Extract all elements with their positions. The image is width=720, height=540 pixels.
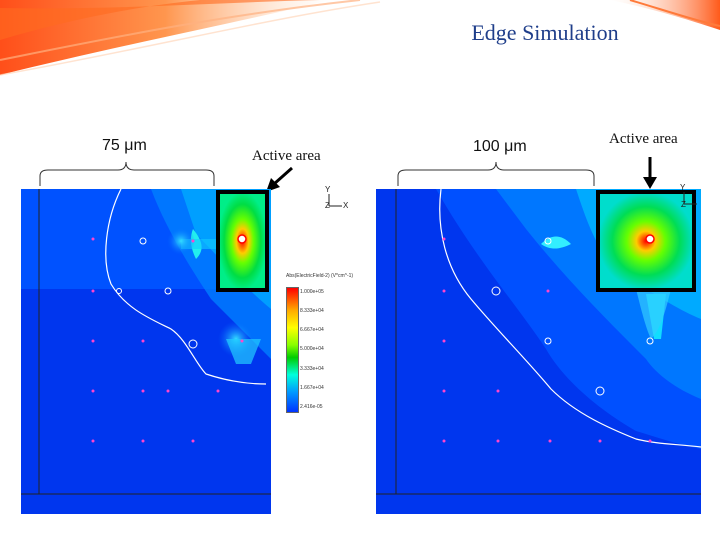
right-axis-triad-icon	[683, 192, 697, 205]
left-active-arrow-icon	[266, 166, 293, 192]
right-width-label: 100 μm	[473, 138, 527, 155]
right-axis-z-label: Z	[681, 200, 686, 209]
left-active-area-label: Active area	[252, 148, 321, 164]
left-width-label: 75 μm	[102, 137, 147, 154]
right-active-arrow-icon	[643, 157, 657, 189]
right-width-brace	[397, 161, 595, 186]
left-axis-x-label: X	[343, 201, 349, 210]
left-axis-triad-icon	[328, 194, 342, 207]
colorbar-tick: 1.667e+04	[300, 385, 324, 391]
right-simulation-plot	[376, 189, 701, 514]
colorbar-tick: 2.416e-05	[300, 404, 323, 410]
slide-title: Edge Simulation	[471, 20, 619, 45]
right-axis-y-label: Y	[680, 183, 686, 192]
colorbar-tick: 6.667e+04	[300, 327, 324, 333]
left-simulation-plot	[21, 189, 271, 514]
left-axis-y-label: Y	[325, 185, 331, 194]
left-width-brace	[39, 161, 215, 186]
right-active-area-label: Active area	[609, 131, 678, 147]
colorbar-tick: 5.000e+04	[300, 346, 324, 352]
colorbar-tick: 8.333e+04	[300, 308, 324, 314]
colorbar-tick: 3.333e+04	[300, 366, 324, 372]
header-swoosh-decoration	[0, 0, 720, 76]
colorbar-title: Abs(ElectricField-2) (V*cm^-1)	[286, 273, 354, 279]
left-axis-z-label: Z	[325, 201, 330, 210]
colorbar-tick: 1.000e+05	[300, 289, 324, 295]
colorbar-legend	[286, 287, 299, 413]
